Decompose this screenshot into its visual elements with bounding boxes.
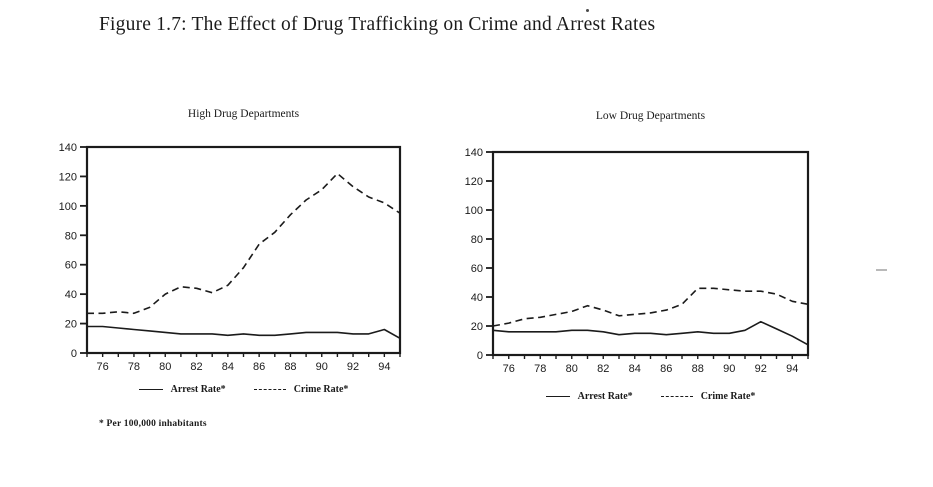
crime-rate-line [87, 172, 401, 315]
y-tick-label: 0 [477, 350, 483, 362]
crime-rate-line-sample-icon [253, 389, 286, 390]
x-tick-label: 90 [316, 361, 328, 373]
high-drug-departments-chart: 0 20 40 60 80 100 120 140 76 78 80 82 84 86 88 90 92 94 [59, 142, 402, 373]
x-tick-label: 84 [222, 361, 234, 373]
y-tick-label: 20 [471, 321, 483, 333]
x-tick-label: 94 [786, 363, 798, 375]
x-tick-label: 82 [190, 361, 202, 373]
arrest-rate-line-sample-icon [545, 396, 570, 397]
arrest-rate-line-sample-icon [138, 389, 163, 390]
legend-item-crime: Crime Rate* [253, 384, 349, 395]
legend: Arrest Rate* Crime Rate* [493, 391, 808, 402]
arrest-rate-line [492, 320, 809, 346]
y-tick-label: 20 [65, 319, 77, 331]
x-tick-label: 76 [97, 361, 109, 373]
legend-item-arrest: Arrest Rate* [138, 384, 226, 395]
x-tick-label: 84 [629, 363, 641, 375]
plot-frame [491, 150, 810, 357]
figure-title: Figure 1.7: The Effect of Drug Trafficki… [99, 14, 656, 35]
legend: Arrest Rate* Crime Rate* [87, 384, 400, 395]
y-tick-label: 140 [59, 142, 77, 154]
legend-arrest-label: Arrest Rate* [577, 391, 633, 402]
arrest-rate-line [87, 325, 401, 339]
x-tick-label: 76 [503, 363, 515, 375]
legend-item-crime: Crime Rate* [660, 391, 756, 402]
high-drug-departments-panel: High Drug Departments 0 20 40 60 80 100 120 140… [40, 100, 450, 410]
crime-rate-line [492, 287, 809, 327]
legend-arrest-label: Arrest Rate* [170, 384, 226, 395]
y-tick-label: 120 [59, 171, 77, 183]
legend-crime-label: Crime Rate* [700, 391, 756, 402]
y-tick-label: 120 [465, 176, 483, 188]
y-tick-label: 100 [59, 201, 77, 213]
y-tick-label: 100 [465, 205, 483, 217]
x-tick-label: 88 [692, 363, 704, 375]
x-tick-label: 82 [597, 363, 609, 375]
x-tick-label: 78 [128, 361, 140, 373]
x-tick-label: 80 [566, 363, 578, 375]
low-drug-departments-chart: 0 20 40 60 80 100 120 140 76 78 80 82 84 86 88 90 92 94 [465, 147, 810, 375]
y-tick-label: 80 [65, 230, 77, 242]
scan-artifact-dot [586, 9, 589, 12]
x-tick-label: 92 [347, 361, 359, 373]
x-tick-label: 92 [755, 363, 767, 375]
y-tick-label: 140 [465, 147, 483, 159]
chart-title: Low Drug Departments [595, 110, 706, 122]
y-tick-label: 80 [471, 234, 483, 246]
low-drug-departments-panel: Low Drug Departments 0 20 40 60 80 100 120 140 7… [450, 100, 870, 410]
scan-artifact-dash [876, 269, 887, 271]
plot-frame [85, 145, 402, 355]
x-tick-label: 90 [723, 363, 735, 375]
x-tick-label: 88 [284, 361, 296, 373]
y-tick-label: 40 [471, 292, 483, 304]
x-tick-label: 86 [660, 363, 672, 375]
legend-crime-label: Crime Rate* [293, 384, 349, 395]
legend-item-arrest: Arrest Rate* [545, 391, 633, 402]
x-tick-label: 80 [159, 361, 171, 373]
y-tick-label: 0 [71, 348, 77, 360]
y-tick-label: 60 [65, 260, 77, 272]
chart-title: High Drug Departments [187, 108, 300, 120]
crime-rate-line-sample-icon [660, 396, 693, 397]
footnote: * Per 100,000 inhabitants [99, 419, 207, 429]
y-tick-label: 40 [65, 289, 77, 301]
x-tick-label: 94 [378, 361, 390, 373]
y-tick-label: 60 [471, 263, 483, 275]
x-tick-label: 78 [534, 363, 546, 375]
x-tick-label: 86 [253, 361, 265, 373]
